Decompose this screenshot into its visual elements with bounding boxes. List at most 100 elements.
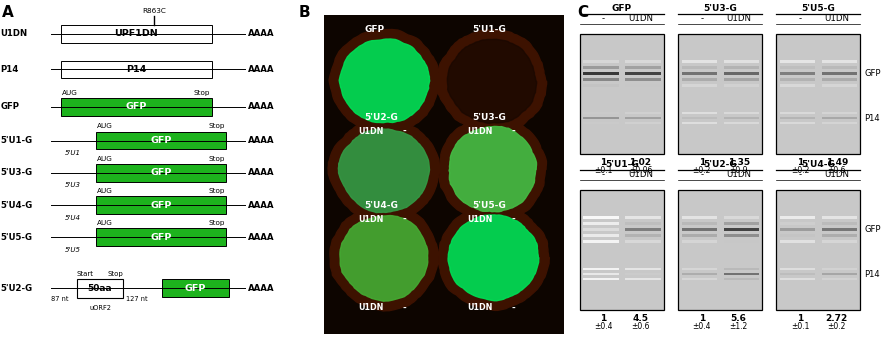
Text: UPF1DN: UPF1DN — [114, 29, 158, 38]
Text: GFP: GFP — [612, 4, 632, 13]
Bar — [780, 78, 815, 81]
Bar — [583, 273, 619, 275]
Text: -: - — [798, 170, 802, 179]
Text: 5'U5-G: 5'U5-G — [473, 201, 507, 210]
Text: AAAA: AAAA — [249, 168, 275, 177]
Text: U1DN: U1DN — [359, 215, 384, 224]
Text: GFP: GFP — [864, 225, 880, 234]
Bar — [95, 228, 227, 246]
Bar — [681, 240, 717, 243]
Text: Stop: Stop — [208, 156, 225, 162]
Text: AAAA: AAAA — [249, 102, 275, 111]
Bar — [723, 84, 759, 87]
Bar — [681, 73, 717, 75]
Polygon shape — [340, 216, 428, 301]
Text: ±0.06: ±0.06 — [629, 166, 652, 175]
Text: 87 nt: 87 nt — [52, 296, 69, 302]
Text: 1.35: 1.35 — [728, 158, 750, 167]
Text: GFP: GFP — [150, 201, 171, 210]
Bar — [681, 66, 717, 69]
Text: AAAA: AAAA — [249, 201, 275, 210]
Text: 1: 1 — [797, 314, 803, 323]
Bar — [583, 222, 619, 225]
Text: U1DN: U1DN — [359, 127, 384, 136]
Text: 5'U1: 5'U1 — [65, 150, 81, 156]
Bar — [822, 113, 857, 114]
Bar — [583, 122, 619, 124]
Bar — [625, 228, 661, 231]
Bar — [681, 78, 717, 81]
Bar — [583, 78, 619, 81]
Bar — [681, 84, 717, 87]
Bar — [583, 234, 619, 237]
Text: 5'U3-G: 5'U3-G — [703, 4, 737, 13]
Text: -: - — [402, 215, 407, 224]
Polygon shape — [439, 117, 547, 221]
Bar — [95, 132, 227, 149]
Bar — [723, 268, 759, 270]
Polygon shape — [330, 206, 438, 311]
Bar — [625, 78, 661, 81]
Text: P14: P14 — [864, 114, 880, 123]
Text: U1DN: U1DN — [824, 14, 849, 23]
Bar — [780, 60, 815, 63]
Polygon shape — [328, 120, 440, 222]
Text: AAAA: AAAA — [249, 233, 275, 242]
Bar — [580, 34, 664, 154]
Text: AUG: AUG — [97, 123, 113, 129]
Text: 5'U5-G: 5'U5-G — [802, 4, 835, 13]
Text: U1DN: U1DN — [467, 127, 492, 136]
Text: U1DN: U1DN — [628, 170, 653, 179]
Bar — [580, 190, 664, 310]
Bar — [723, 78, 759, 81]
Bar — [681, 122, 717, 124]
Text: 1.02: 1.02 — [630, 158, 651, 167]
Text: AUG: AUG — [62, 89, 78, 96]
Bar — [822, 73, 857, 75]
Text: U1DN: U1DN — [726, 170, 751, 179]
Text: 5'U1-G: 5'U1-G — [1, 136, 33, 145]
Bar — [678, 34, 762, 154]
Text: GFP: GFP — [150, 136, 171, 145]
Text: ±0.2: ±0.2 — [790, 166, 809, 175]
Text: GFP: GFP — [1, 102, 20, 111]
Text: ±0.6: ±0.6 — [632, 322, 649, 331]
Bar — [162, 279, 229, 297]
Text: AUG: AUG — [97, 156, 113, 162]
Bar — [681, 273, 717, 275]
Bar — [780, 278, 815, 280]
Bar — [681, 216, 717, 219]
Bar — [625, 222, 661, 225]
Text: C: C — [577, 5, 588, 20]
Bar — [723, 234, 759, 237]
Text: 5.6: 5.6 — [731, 314, 747, 323]
Bar — [625, 113, 661, 114]
Bar — [681, 60, 717, 63]
Bar — [61, 25, 211, 43]
Text: -: - — [511, 303, 515, 313]
Bar — [583, 240, 619, 243]
Polygon shape — [448, 215, 539, 301]
Text: Stop: Stop — [107, 271, 123, 277]
Bar — [780, 66, 815, 69]
Text: ±0.1: ±0.1 — [790, 322, 809, 331]
Text: 1: 1 — [698, 158, 705, 167]
Bar — [780, 228, 815, 231]
Bar — [822, 117, 857, 119]
Text: U1DN: U1DN — [467, 303, 492, 313]
Bar — [681, 234, 717, 237]
Bar — [822, 240, 857, 243]
Bar — [780, 117, 815, 119]
Bar — [625, 117, 661, 119]
Text: AAAA: AAAA — [249, 65, 275, 74]
Bar — [723, 117, 759, 119]
Bar — [625, 84, 661, 87]
Text: -: - — [511, 215, 515, 224]
Text: ±0.2: ±0.2 — [828, 322, 846, 331]
Text: 1: 1 — [797, 158, 803, 167]
Bar — [723, 73, 759, 75]
Bar — [583, 66, 619, 69]
Text: uORF2: uORF2 — [89, 305, 111, 312]
Bar — [583, 60, 619, 63]
Text: -: - — [798, 14, 802, 23]
